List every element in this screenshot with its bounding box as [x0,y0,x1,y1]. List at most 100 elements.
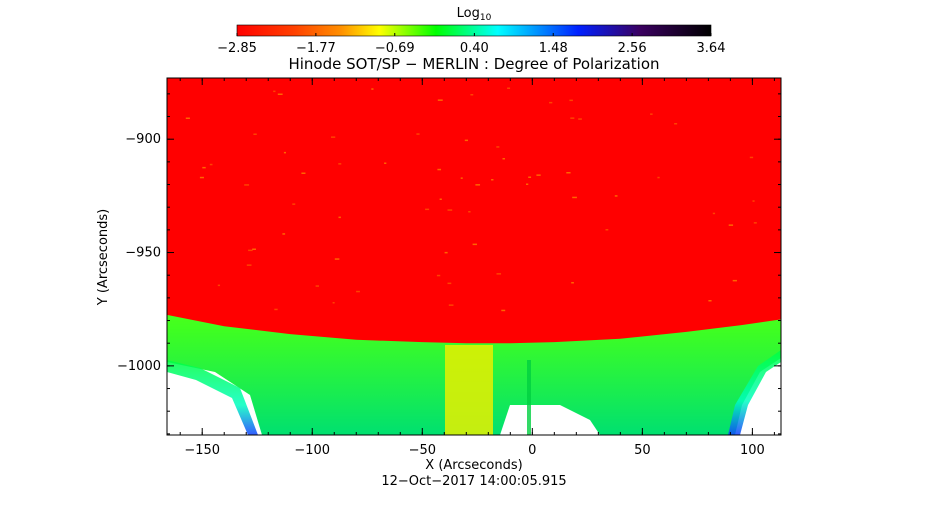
y-tick-label: −1000 [117,359,161,374]
disk-speckle [571,282,574,284]
disk-speckle [253,133,257,135]
disk-speckle [614,195,618,197]
disk-speckle [526,183,529,185]
disk-speckle [464,139,469,142]
disk-speckle [273,90,276,93]
disk-speckle [199,176,204,179]
disk-speckle [356,290,360,293]
offlimb-center-gap [500,405,600,435]
disk-speckle [274,308,278,311]
x-tick-label: −100 [294,443,330,458]
disk-speckle [301,172,306,174]
green-streak [527,360,531,435]
disk-speckle [460,177,463,179]
colorbar-tick-label: −2.85 [217,41,257,56]
x-tick-label: −150 [184,443,220,458]
x-tick-label: 100 [740,443,765,458]
disk-speckle [570,117,575,119]
disk-speckle [475,184,481,186]
disk-speckle [501,309,506,312]
disk-speckle [277,93,283,95]
timestamp: 12−Oct−2017 14:00:05.915 [381,474,566,489]
disk-speckle [708,300,712,302]
disk-speckle [749,156,754,159]
x-tick-label: 0 [528,443,536,458]
disk-speckle [331,136,336,138]
disk-speckle [334,258,340,260]
x-tick-label: −50 [409,443,436,458]
colorbar-tick-label: 3.64 [697,41,726,56]
disk-speckle [472,243,477,246]
disk-speckle [448,304,454,306]
disk-speckle [496,146,500,148]
disk-speckle [371,88,374,90]
disk-speckle [572,196,577,199]
heatmap-image [167,78,781,435]
disk-speckle [439,198,442,200]
disk-speckle [569,99,573,102]
colorbar-tick-label: −0.69 [375,41,415,56]
disk-speckle [248,249,253,252]
disk-speckle [252,248,256,250]
disk-speckle [549,101,553,104]
disk-speckle [752,200,755,202]
disk-speckle [528,176,532,178]
plot-title: Hinode SOT/SP − MERLIN : Degree of Polar… [288,55,659,73]
offlimb-far-left-edge [167,360,258,435]
disk-speckle [283,151,286,154]
disk-speckle [507,87,511,89]
disk-speckle [650,113,653,115]
disk-speckle [674,123,678,125]
disk-speckle [246,264,252,266]
x-axis-ticks: −150 −100 −50 0 50 100 [179,78,775,458]
disk-speckle [416,133,420,135]
disk-speckle [470,94,474,96]
disk-speckle [436,274,441,277]
disk-speckle [425,208,430,211]
y-axis-ticks: −1000 −950 −900 [117,93,781,435]
disk-speckle [437,168,442,171]
offlimb-far-right [735,358,781,435]
disk-speckle [753,222,757,224]
disk-speckle [209,163,213,166]
disk-speckle [657,176,660,179]
disk-speckle [437,99,443,101]
disk-speckle [315,285,320,287]
disk-speckle [447,282,452,285]
yellow-band [445,345,493,435]
disk-speckle [185,117,190,119]
colorbar-tick-label: 1.48 [539,41,568,56]
disk-speckle [384,162,387,164]
disk-speckles [185,87,757,312]
disk-speckle [217,284,221,287]
y-tick-label: −900 [125,132,161,147]
disk-speckle [332,302,335,304]
colorbar-tick-label: 2.56 [618,41,647,56]
disk-speckle [468,211,471,213]
plot-frame [166,77,782,436]
disk-speckle [338,163,342,165]
disk-speckle [282,233,286,235]
offlimb-far-right-edge [728,350,781,435]
disk-speckle [578,118,582,120]
disk-speckle [338,216,341,219]
disk-speckle [712,212,716,215]
solar-disk [167,78,781,344]
disk-speckle [202,166,206,169]
disk-speckle [491,179,494,181]
disk-speckle [502,158,505,160]
y-axis-label: Y (Arcseconds) [96,209,111,306]
offlimb-far-left [167,362,262,435]
colorbar-ticks: −2.85 −1.77 −0.69 0.40 1.48 2.56 3.64 [217,33,725,56]
disk-speckle [536,174,541,176]
colorbar-tick-label: −1.77 [296,41,336,56]
disk-speckle [447,209,453,211]
disk-speckle [292,203,296,205]
disk-speckle [566,172,571,174]
disk-speckle [444,251,448,254]
disk-speckle [728,224,734,226]
colorbar-tick-label: 0.40 [460,41,489,56]
disk-speckle [244,184,250,186]
x-axis-label: X (Arcseconds) [425,458,522,473]
